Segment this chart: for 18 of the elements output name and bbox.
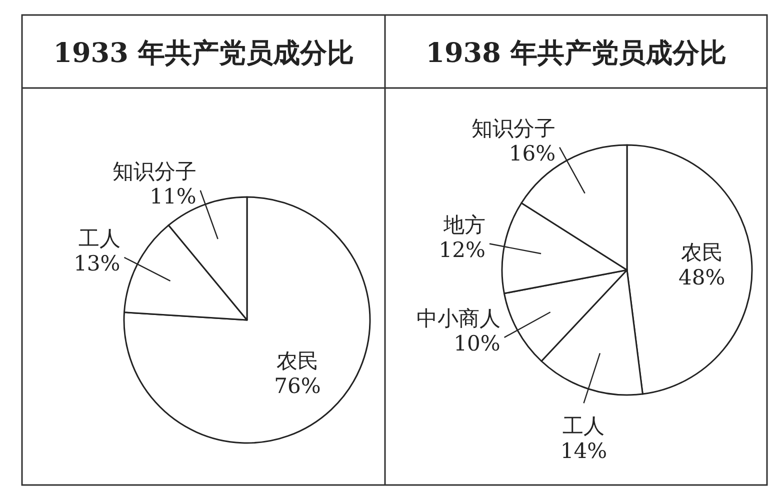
data-label: 76%	[274, 374, 321, 398]
slice-label: 工人	[562, 414, 605, 438]
data-label: 16%	[508, 141, 556, 166]
slice-label: 中小商人	[416, 306, 500, 330]
slice-label: 农民	[276, 348, 319, 373]
data-label: 11%	[150, 184, 196, 208]
data-label: 12%	[438, 238, 486, 262]
data-label: 14%	[560, 439, 608, 464]
data-label: 48%	[678, 265, 726, 290]
slice-label: 工人	[78, 226, 120, 250]
data-label: 13%	[74, 251, 120, 276]
chart-title: 1933 年共产党员成分比	[53, 38, 354, 69]
slice-label: 农民	[680, 240, 723, 264]
slice-label: 知识分子	[112, 159, 196, 184]
slice-label: 知识分子	[472, 116, 556, 140]
chart-title: 1938 年共产党员成分比	[426, 38, 726, 69]
data-label: 10%	[454, 331, 500, 356]
slice-label: 地方	[442, 212, 486, 237]
